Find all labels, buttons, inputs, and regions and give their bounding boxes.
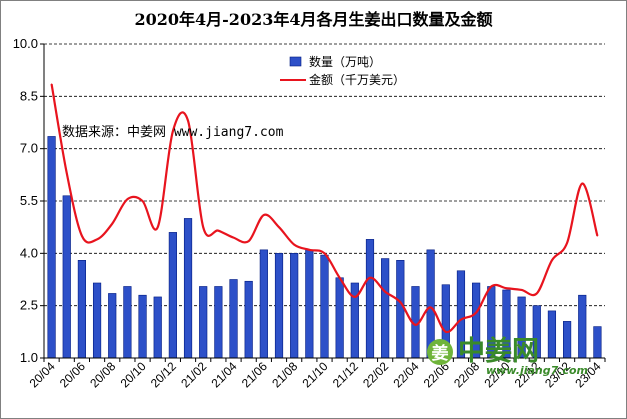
line-point	[339, 277, 341, 279]
bar	[244, 280, 253, 359]
line-point	[384, 291, 386, 293]
line-point	[475, 312, 477, 314]
source-annotation: 数据来源：中姜网 www.jiang7.com	[62, 125, 284, 140]
bar	[153, 296, 162, 359]
legend-bar-label: 数量（万吨）	[309, 54, 381, 69]
line-point	[126, 198, 128, 200]
bar	[396, 260, 405, 359]
bar	[305, 249, 314, 359]
bar	[108, 293, 117, 359]
bar	[259, 249, 268, 359]
x-tick-label: 21/12	[330, 359, 361, 390]
bar	[123, 286, 132, 359]
line-point	[263, 214, 265, 216]
bar	[214, 286, 223, 359]
line-series	[50, 83, 599, 334]
line-point	[354, 296, 356, 298]
line-point	[460, 319, 462, 321]
line-point	[505, 287, 508, 289]
x-tick-label: 20/08	[87, 359, 118, 390]
line-point	[293, 244, 295, 246]
x-tick-label: 21/08	[269, 359, 300, 390]
line-point	[596, 235, 599, 237]
line-point	[414, 324, 417, 326]
x-tick-label: 21/06	[239, 359, 270, 390]
bar	[47, 136, 56, 359]
watermark: 姜 中姜网 www.jiang7.com	[427, 335, 588, 377]
line-point	[399, 301, 401, 303]
line-point	[430, 306, 432, 309]
line-point	[232, 237, 235, 239]
line-point	[323, 252, 326, 254]
watermark-brand: 中姜网	[458, 335, 539, 367]
x-tick-label: 20/06	[57, 359, 88, 390]
line-point	[551, 259, 553, 261]
bar	[183, 218, 193, 359]
x-tick-label: 21/04	[209, 359, 240, 390]
line-point	[202, 226, 204, 228]
line-point	[566, 242, 568, 244]
y-tick-label: 5.5	[20, 193, 38, 208]
line-point	[111, 223, 113, 225]
line-point	[536, 292, 538, 295]
bar	[578, 294, 587, 359]
line-point	[278, 226, 280, 228]
bar	[274, 253, 284, 359]
bar	[77, 260, 86, 359]
line-point	[187, 120, 189, 122]
bar	[199, 286, 208, 359]
bar	[290, 253, 299, 359]
y-tick-label: 4.0	[20, 245, 38, 260]
x-tick-label: 20/10	[118, 359, 149, 390]
line-point	[96, 238, 98, 240]
bar	[229, 279, 238, 359]
x-tick-label: 20/12	[148, 359, 179, 390]
bar	[381, 258, 390, 359]
bar	[138, 294, 147, 359]
chart-title: 2020年4月-2023年4月各月生姜出口数量及金额	[134, 10, 493, 29]
line-point	[581, 182, 583, 185]
line-point	[157, 226, 159, 228]
line-point	[81, 235, 83, 237]
bar	[563, 321, 572, 359]
line-point	[445, 331, 447, 333]
y-tick-label: 8.5	[20, 88, 38, 103]
bar	[547, 310, 557, 359]
bar	[62, 195, 71, 359]
bar	[365, 239, 375, 359]
x-tick-label: 21/02	[178, 359, 209, 390]
bar	[593, 326, 602, 359]
line-point	[308, 249, 310, 251]
y-axis-ticks: 1.0 2.5 4.0 5.5 7.0 8.5 10.0	[13, 36, 44, 365]
x-tick-label: 21/10	[299, 359, 330, 390]
watermark-logo-icon	[427, 339, 453, 365]
legend-line-label: 金额（千万美元）	[309, 72, 405, 87]
line-point	[369, 277, 371, 279]
legend-bar-swatch	[289, 56, 302, 67]
line-point	[217, 230, 219, 232]
watermark-url: www.jiang7.com	[486, 364, 588, 377]
watermark-logo-char: 姜	[432, 343, 449, 364]
x-tick-label: 22/02	[360, 359, 391, 390]
bar	[320, 254, 329, 359]
bar-series	[47, 136, 602, 359]
y-tick-label: 2.5	[20, 298, 38, 313]
line-point	[66, 172, 68, 174]
line-point	[172, 130, 174, 132]
bar	[92, 282, 102, 359]
line-point	[490, 285, 492, 288]
line-point	[50, 83, 53, 85]
x-tick-label: 22/04	[390, 359, 421, 390]
line-point	[248, 240, 250, 242]
bar	[168, 232, 177, 359]
legend: 数量（万吨） 金额（千万美元）	[280, 54, 405, 87]
line-point	[141, 200, 144, 202]
y-tick-label: 1.0	[20, 350, 38, 365]
y-tick-label: 7.0	[20, 141, 38, 156]
line-point	[521, 289, 523, 291]
bar	[335, 277, 344, 359]
y-tick-label: 10.0	[13, 36, 38, 51]
